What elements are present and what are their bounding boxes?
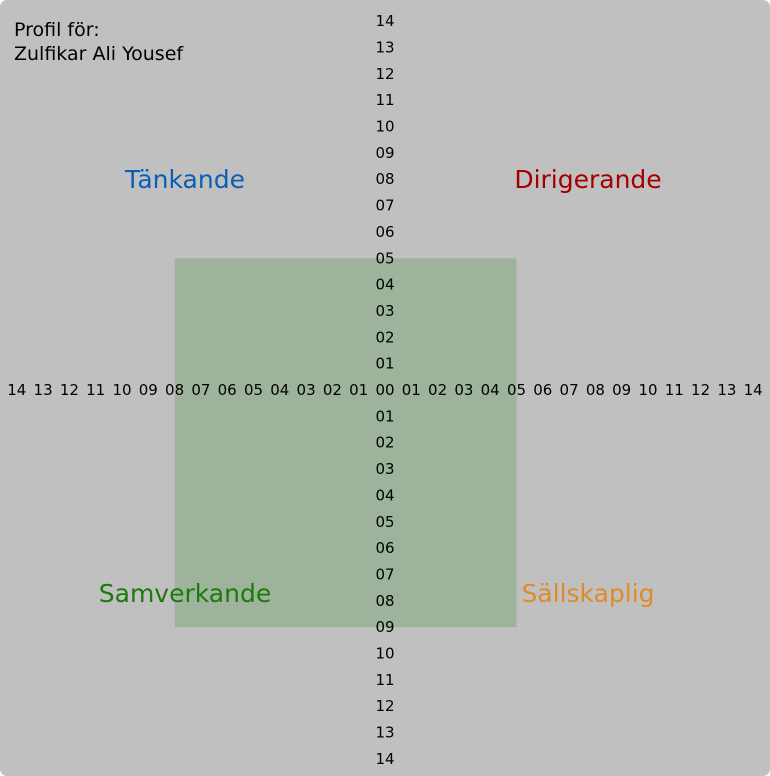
y-tick-label: 03	[375, 302, 394, 320]
x-tick-label: 09	[612, 381, 631, 399]
y-tick-label: 12	[375, 697, 394, 715]
y-tick-label: 04	[375, 276, 394, 294]
y-tick-label: 09	[375, 618, 394, 636]
x-tick-label: 08	[165, 381, 184, 399]
y-tick-label: 01	[375, 355, 394, 373]
y-tick-label: 08	[375, 170, 394, 188]
x-tick-label: 02	[428, 381, 447, 399]
x-tick-label: 08	[586, 381, 605, 399]
x-tick-label: 13	[717, 381, 736, 399]
x-tick-label: 14	[744, 381, 763, 399]
y-tick-label: 03	[375, 460, 394, 478]
y-tick-label: 06	[375, 223, 394, 241]
x-tick-label: 05	[244, 381, 263, 399]
y-tick-label: 06	[375, 539, 394, 557]
x-tick-label: 13	[34, 381, 53, 399]
y-tick-label: 02	[375, 434, 394, 452]
x-tick-label: 04	[270, 381, 289, 399]
y-tick-label: 09	[375, 144, 394, 162]
x-tick-label: 05	[507, 381, 526, 399]
y-tick-label: 12	[375, 65, 394, 83]
x-tick-label: 12	[691, 381, 710, 399]
x-tick-label: 02	[323, 381, 342, 399]
profile-area	[174, 258, 517, 628]
x-tick-label: 09	[139, 381, 158, 399]
y-tick-label: 05	[375, 249, 394, 267]
profile-heading: Profil för: Zulfikar Ali Yousef	[14, 18, 183, 66]
profile-label: Profil för:	[14, 19, 100, 41]
x-tick-label: 03	[297, 381, 316, 399]
y-tick-label: 02	[375, 328, 394, 346]
y-tick-label: 01	[375, 407, 394, 425]
y-tick-label: 08	[375, 592, 394, 610]
origin-label: 00	[375, 381, 394, 399]
x-tick-label: 01	[402, 381, 421, 399]
quadrant-label: Samverkande	[99, 579, 271, 608]
quadrant-label: Tänkande	[124, 165, 245, 194]
y-tick-label: 13	[375, 724, 394, 742]
y-tick-label: 04	[375, 486, 394, 504]
x-tick-label: 07	[191, 381, 210, 399]
y-tick-label: 14	[375, 12, 394, 30]
x-tick-label: 12	[60, 381, 79, 399]
y-tick-label: 10	[375, 118, 394, 136]
x-tick-label: 03	[454, 381, 473, 399]
x-tick-label: 10	[638, 381, 657, 399]
x-tick-label: 11	[86, 381, 105, 399]
x-tick-label: 06	[218, 381, 237, 399]
y-tick-label: 07	[375, 565, 394, 583]
x-tick-label: 04	[481, 381, 500, 399]
quadrant-label: Sällskaplig	[521, 579, 654, 608]
x-tick-label: 11	[665, 381, 684, 399]
y-tick-label: 11	[375, 671, 394, 689]
x-tick-label: 06	[533, 381, 552, 399]
y-tick-label: 07	[375, 197, 394, 215]
y-tick-label: 10	[375, 645, 394, 663]
y-tick-label: 14	[375, 750, 394, 768]
profile-name: Zulfikar Ali Yousef	[14, 43, 184, 65]
y-tick-label: 11	[375, 91, 394, 109]
y-tick-label: 13	[375, 38, 394, 56]
x-tick-label: 10	[112, 381, 131, 399]
quadrant-label: Dirigerande	[514, 165, 661, 194]
x-tick-label: 07	[560, 381, 579, 399]
y-tick-label: 05	[375, 513, 394, 531]
x-tick-label: 14	[7, 381, 26, 399]
x-tick-label: 01	[349, 381, 368, 399]
